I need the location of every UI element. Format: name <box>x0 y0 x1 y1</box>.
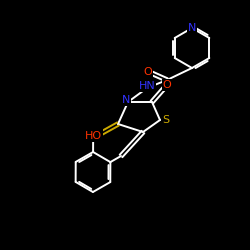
Text: HN: HN <box>138 81 156 91</box>
Text: HO: HO <box>84 131 102 141</box>
Text: S: S <box>162 115 170 125</box>
Text: O: O <box>144 67 152 77</box>
Text: N: N <box>188 23 196 33</box>
Text: N: N <box>122 95 130 105</box>
Text: O: O <box>162 80 172 90</box>
Text: S: S <box>96 130 102 140</box>
